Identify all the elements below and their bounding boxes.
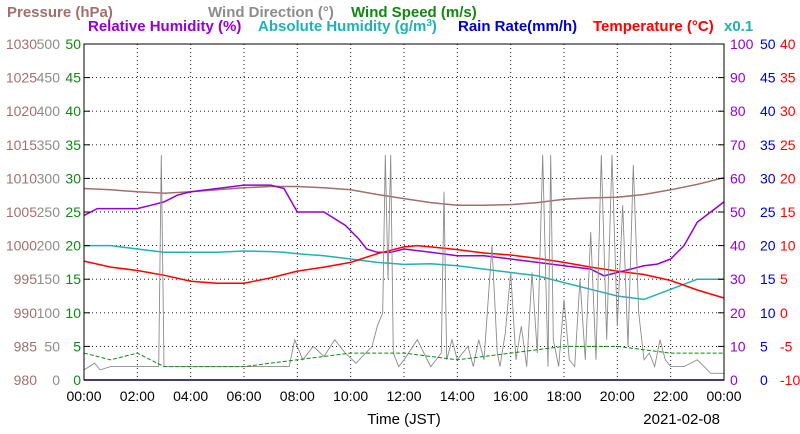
y-tick-wind-speed: 45 xyxy=(65,70,81,86)
y-tick-temperature: 5 xyxy=(780,271,788,287)
y-tick-pressure: 1030 xyxy=(6,36,37,52)
y-tick-pressure: 995 xyxy=(14,271,38,287)
series-wind-speed-m-s xyxy=(83,345,724,368)
y-tick-temperature: -10 xyxy=(780,372,800,388)
y-tick-temperature: 25 xyxy=(780,137,796,153)
x-tick-label: 12:00 xyxy=(386,388,421,404)
legend-item: Temperature (°C) xyxy=(593,18,714,35)
legend: Pressure (hPa) Wind Direction (°) Wind Spe… xyxy=(7,4,714,35)
y-tick-rain-rate: 15 xyxy=(760,271,776,287)
y-tick-rain-rate: 45 xyxy=(760,70,776,86)
y-tick-relative-humidity: 20 xyxy=(730,305,746,321)
y-tick-wind-direction: 50 xyxy=(44,338,60,354)
y-tick-wind-speed: 15 xyxy=(65,271,81,287)
y-tick-pressure: 1000 xyxy=(6,238,37,254)
y-tick-rain-rate: 25 xyxy=(760,204,776,220)
y-tick-temperature: 30 xyxy=(780,103,796,119)
y-tick-wind-speed: 35 xyxy=(65,137,81,153)
y-tick-temperature: -5 xyxy=(780,338,793,354)
y-tick-temperature: 0 xyxy=(780,305,788,321)
y-tick-relative-humidity: 60 xyxy=(730,170,746,186)
y-tick-rain-rate: 40 xyxy=(760,103,776,119)
series-relative-humidity xyxy=(83,184,725,277)
y-tick-temperature: 40 xyxy=(780,36,796,52)
x-axis-label: Time (JST) xyxy=(367,411,441,428)
y-tick-relative-humidity: 70 xyxy=(730,137,746,153)
y-tick-temperature: 15 xyxy=(780,204,796,220)
grid xyxy=(84,44,724,380)
y-tick-wind-speed: 20 xyxy=(65,238,81,254)
y-tick-wind-speed: 10 xyxy=(65,305,81,321)
y-tick-wind-speed: 5 xyxy=(73,338,81,354)
y-tick-relative-humidity: 0 xyxy=(730,372,738,388)
y-tick-temperature: 10 xyxy=(780,238,796,254)
y-tick-pressure: 1020 xyxy=(6,103,37,119)
x-tick-label: 00:00 xyxy=(66,388,101,404)
y-tick-relative-humidity: 90 xyxy=(730,70,746,86)
y-tick-wind-direction: 150 xyxy=(37,271,61,287)
series-temperature-c xyxy=(83,244,725,299)
y-tick-relative-humidity: 30 xyxy=(730,271,746,287)
series-pressure-hpa xyxy=(83,176,725,207)
y-tick-rain-rate: 50 xyxy=(760,36,776,52)
y-tick-rain-rate: 10 xyxy=(760,305,776,321)
y-tick-wind-direction: 0 xyxy=(52,372,60,388)
y-tick-relative-humidity: 10 xyxy=(730,338,746,354)
x-tick-label: 04:00 xyxy=(173,388,208,404)
y-tick-wind-speed: 50 xyxy=(65,36,81,52)
y-tick-rain-rate: 5 xyxy=(760,338,768,354)
legend-item: Pressure (hPa) xyxy=(7,4,113,21)
x-tick-label: 20:00 xyxy=(600,388,635,404)
legend-item: Rain Rate(mm/h) xyxy=(458,18,577,35)
x-tick-label: 14:00 xyxy=(440,388,475,404)
y-tick-wind-speed: 30 xyxy=(65,170,81,186)
x-tick-label: 18:00 xyxy=(546,388,581,404)
y-tick-wind-direction: 300 xyxy=(37,170,61,186)
scale-note-label: x0.1 xyxy=(724,18,753,35)
series-absolute-humidity-g-m3 xyxy=(84,244,724,301)
x-tick-label: 08:00 xyxy=(280,388,315,404)
y-tick-rain-rate: 30 xyxy=(760,170,776,186)
y-tick-rain-rate: 0 xyxy=(760,372,768,388)
y-tick-relative-humidity: 40 xyxy=(730,238,746,254)
legend-item: Wind Speed (m/s) xyxy=(351,4,477,21)
x-tick-label: 06:00 xyxy=(226,388,261,404)
y-tick-pressure: 990 xyxy=(14,305,38,321)
y-tick-wind-speed: 0 xyxy=(73,372,81,388)
y-tick-pressure: 980 xyxy=(14,372,38,388)
y-tick-pressure: 985 xyxy=(14,338,38,354)
y-tick-wind-speed: 25 xyxy=(65,204,81,220)
axis-ticks: 1030102510201015101010051000995990985980… xyxy=(6,36,800,404)
y-tick-wind-direction: 400 xyxy=(37,103,61,119)
legend-item: Relative Humidity (%) xyxy=(88,18,241,35)
y-tick-wind-direction: 200 xyxy=(37,238,61,254)
date-label: 2021-02-08 xyxy=(643,411,720,428)
y-tick-wind-direction: 100 xyxy=(37,305,61,321)
x-tick-label: 00:00 xyxy=(706,388,741,404)
x-tick-label: 22:00 xyxy=(653,388,688,404)
series-wind-direction xyxy=(83,154,724,374)
y-tick-relative-humidity: 100 xyxy=(730,36,754,52)
x-tick-label: 02:00 xyxy=(120,388,155,404)
y-tick-pressure: 1010 xyxy=(6,170,37,186)
x-tick-label: 16:00 xyxy=(493,388,528,404)
y-tick-rain-rate: 35 xyxy=(760,137,776,153)
y-tick-rain-rate: 20 xyxy=(760,238,776,254)
y-tick-wind-direction: 450 xyxy=(37,70,61,86)
y-tick-relative-humidity: 80 xyxy=(730,103,746,119)
y-tick-wind-direction: 250 xyxy=(37,204,61,220)
y-tick-wind-direction: 350 xyxy=(37,137,61,153)
y-tick-temperature: 20 xyxy=(780,170,796,186)
y-tick-pressure: 1005 xyxy=(6,204,37,220)
y-tick-wind-direction: 500 xyxy=(37,36,61,52)
legend-item: Wind Direction (°) xyxy=(208,4,334,21)
y-tick-relative-humidity: 50 xyxy=(730,204,746,220)
y-tick-pressure: 1025 xyxy=(6,70,37,86)
y-tick-wind-speed: 40 xyxy=(65,103,81,119)
x-tick-label: 10:00 xyxy=(333,388,368,404)
legend-item: Absolute Humidity (g/m3) xyxy=(258,18,437,35)
y-tick-temperature: 35 xyxy=(780,70,796,86)
y-tick-pressure: 1015 xyxy=(6,137,37,153)
